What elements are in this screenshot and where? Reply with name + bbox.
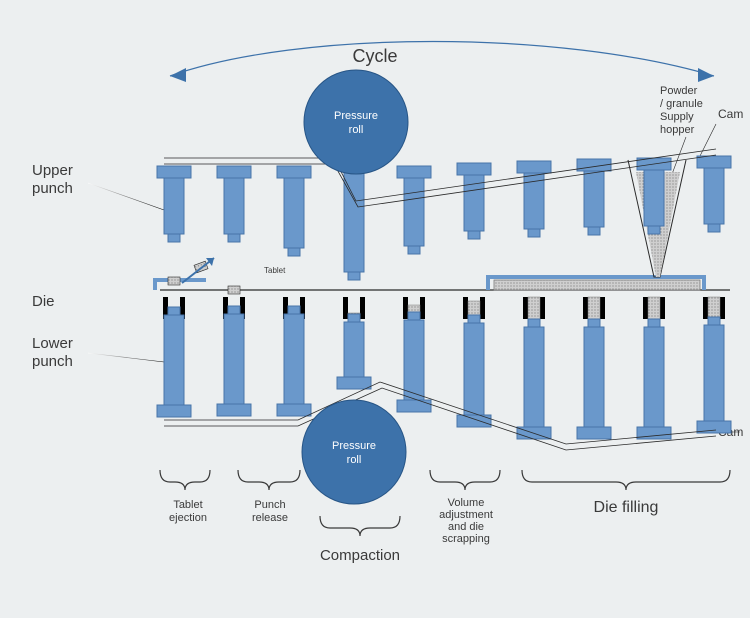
die-label: Die bbox=[32, 293, 55, 310]
die-wall-right bbox=[600, 297, 605, 319]
die-wall-right bbox=[540, 297, 545, 319]
stage-compaction: Compaction bbox=[320, 547, 400, 564]
hopper-label-3: Supply bbox=[660, 111, 694, 123]
cam-label-top: Cam bbox=[718, 107, 743, 121]
lower-punch-label-2: punch bbox=[32, 353, 73, 370]
die-wall-right bbox=[660, 297, 665, 319]
pressure-roll-bottom-label1: Pressure bbox=[332, 440, 376, 452]
pressure-roll-top-label2: roll bbox=[349, 124, 364, 136]
stage-release-2: release bbox=[252, 512, 288, 524]
die-wall-left bbox=[463, 297, 468, 319]
stage-volume-3: and die bbox=[448, 521, 484, 533]
hopper-label-4: hopper bbox=[660, 124, 695, 136]
hopper-label-2: / granule bbox=[660, 98, 703, 110]
die-wall-right bbox=[720, 297, 725, 319]
die-fill bbox=[648, 297, 660, 319]
stage-volume-4: scrapping bbox=[442, 533, 490, 545]
stage-volume-1: Volume bbox=[448, 497, 485, 509]
die-wall-left bbox=[403, 297, 408, 319]
tablet bbox=[168, 277, 180, 285]
die-wall-left bbox=[523, 297, 528, 319]
die-fill bbox=[528, 297, 540, 319]
feed-frame-powder bbox=[494, 280, 700, 290]
cycle-title: Cycle bbox=[352, 46, 397, 66]
pressure-roll-bottom bbox=[302, 400, 406, 504]
die-wall-right bbox=[480, 297, 485, 319]
die-fill bbox=[588, 297, 600, 319]
upper-punch-label-2: punch bbox=[32, 180, 73, 197]
hopper-label-1: Powder bbox=[660, 85, 698, 97]
pressure-roll-top-label1: Pressure bbox=[334, 110, 378, 122]
stage-release-1: Punch bbox=[254, 499, 285, 511]
die-wall-left bbox=[703, 297, 708, 319]
upper-punch-label-1: Upper bbox=[32, 162, 73, 179]
die-wall-right bbox=[360, 297, 365, 319]
stage-volume-2: adjustment bbox=[439, 509, 493, 521]
stage-diefill: Die filling bbox=[594, 499, 659, 516]
die-wall-left bbox=[583, 297, 588, 319]
die-wall-left bbox=[643, 297, 648, 319]
pressure-roll-top bbox=[304, 70, 408, 174]
die-wall-right bbox=[420, 297, 425, 319]
pressure-roll-bottom-label2: roll bbox=[347, 454, 362, 466]
tablet-text: Tablet bbox=[264, 266, 286, 275]
tablet bbox=[228, 286, 240, 294]
stage-ejection-1: Tablet bbox=[173, 499, 202, 511]
stage-ejection-2: ejection bbox=[169, 512, 207, 524]
die-fill bbox=[708, 297, 720, 319]
die-wall-left bbox=[343, 297, 348, 319]
lower-punch-label-1: Lower bbox=[32, 335, 73, 352]
